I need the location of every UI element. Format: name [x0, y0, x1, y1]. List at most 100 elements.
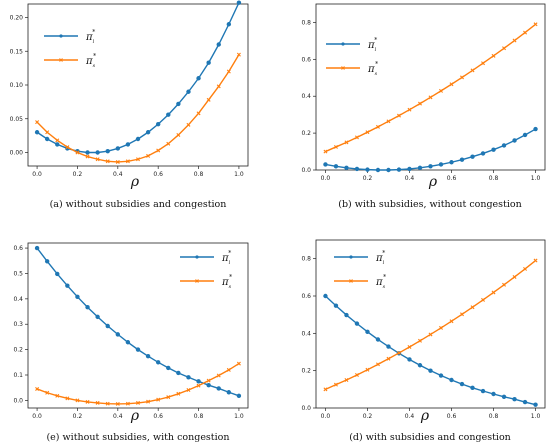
data-point: [55, 142, 60, 147]
data-point: [333, 382, 338, 387]
data-point: [470, 305, 475, 310]
data-point: [459, 157, 465, 162]
y-tick-label: 0.2: [13, 347, 23, 354]
data-point: [75, 150, 80, 155]
data-point: [45, 390, 50, 395]
chart-panel: 0.0 0.2 0.4 0.6 0.8 1.0 0.00 0.05 0.10 0.15 0.20 πl…: [10, 0, 249, 210]
data-point: [354, 135, 359, 140]
data-point: [491, 147, 496, 152]
data-point: [439, 88, 443, 93]
data-point: [146, 153, 151, 158]
data-point: [512, 38, 517, 43]
legend-marker: [341, 42, 345, 46]
x-tick-label: 1.0: [531, 175, 541, 182]
data-point: [216, 373, 221, 378]
data-point: [354, 166, 360, 172]
panel-caption: (b) with subsidies, without congestion: [338, 199, 522, 210]
panel-caption: (e) without subsidies, with congestion: [46, 432, 229, 443]
data-point: [502, 282, 507, 287]
legend: πl* πs*: [44, 29, 96, 69]
data-point: [95, 150, 100, 155]
data-point: [439, 325, 443, 330]
data-point: [460, 75, 465, 80]
data-point: [449, 377, 454, 383]
data-point: [523, 30, 528, 35]
panel-caption: (a) without subsidies and congestion: [50, 199, 227, 210]
data-point: [428, 332, 433, 337]
data-point: [396, 167, 402, 172]
data-point: [196, 379, 201, 384]
x-tick-label: 0.0: [321, 413, 331, 420]
x-tick-label: 0.8: [194, 171, 204, 178]
chart-panel: 0.0 0.2 0.4 0.6 0.8 1.0 0.0 0.1 0.2 0.3 0.4 0.5 0.6 π…: [13, 242, 249, 443]
y-tick-label: 0.1: [13, 372, 23, 379]
data-point: [333, 144, 338, 149]
y-tick-label: 0.5: [13, 270, 23, 277]
legend-label: πs*: [221, 274, 232, 290]
data-point: [176, 132, 181, 137]
data-point: [407, 357, 412, 362]
data-point: [186, 89, 191, 94]
data-point: [344, 312, 349, 318]
x-tick-label: 1.0: [531, 413, 541, 420]
data-point: [35, 386, 40, 391]
data-point: [407, 344, 412, 349]
x-tick-label: 1.0: [234, 413, 244, 420]
legend-label: πl*: [85, 29, 95, 45]
data-point: [323, 387, 328, 392]
data-point: [354, 372, 359, 377]
y-tick-label: 0.2: [301, 368, 311, 375]
data-point: [418, 338, 422, 343]
y-tick-label: 0.6: [301, 56, 311, 63]
y-tick-label: 0.00: [10, 150, 24, 157]
data-point: [95, 157, 100, 162]
data-point: [481, 297, 486, 302]
data-point: [85, 154, 90, 159]
data-point: [115, 146, 121, 151]
data-point: [418, 101, 422, 106]
data-point: [501, 143, 507, 148]
legend-label: πs*: [85, 53, 96, 69]
data-point: [34, 130, 40, 135]
data-point: [417, 165, 423, 170]
y-tick-label: 0.0: [301, 167, 311, 174]
data-point: [470, 68, 475, 73]
x-tick-label: 0.2: [73, 171, 83, 178]
x-tick-label: 0.6: [153, 171, 163, 178]
data-point: [386, 344, 391, 349]
legend-label: πl*: [221, 250, 231, 266]
data-point: [226, 367, 231, 372]
y-tick-label: 0.10: [10, 82, 24, 89]
data-point: [354, 321, 360, 326]
series-line: [36, 2, 240, 154]
y-tick-label: 0.2: [301, 130, 311, 137]
data-point: [206, 378, 211, 383]
x-tick-label: 0.6: [447, 175, 457, 182]
data-point: [428, 95, 433, 100]
data-point: [428, 368, 433, 373]
data-point: [115, 401, 120, 406]
y-tick-label: 0.0: [13, 397, 23, 404]
data-point: [206, 60, 211, 65]
y-tick-label: 0.4: [301, 330, 311, 337]
data-point: [344, 378, 349, 382]
data-point: [375, 337, 381, 342]
series-line: [36, 54, 240, 163]
data-point: [386, 119, 391, 124]
data-point: [136, 157, 140, 162]
data-point: [407, 107, 412, 112]
data-point: [135, 136, 141, 142]
data-point: [44, 259, 50, 264]
data-point: [166, 112, 171, 117]
data-point: [533, 126, 538, 132]
data-point: [236, 393, 242, 399]
data-point: [226, 69, 231, 74]
data-point: [34, 245, 40, 251]
data-point: [176, 101, 181, 107]
data-point: [75, 294, 80, 300]
data-point: [176, 391, 181, 396]
x-tick-label: 0.0: [32, 171, 42, 178]
data-point: [196, 383, 201, 388]
legend-marker: [195, 279, 199, 283]
data-point: [396, 113, 401, 118]
